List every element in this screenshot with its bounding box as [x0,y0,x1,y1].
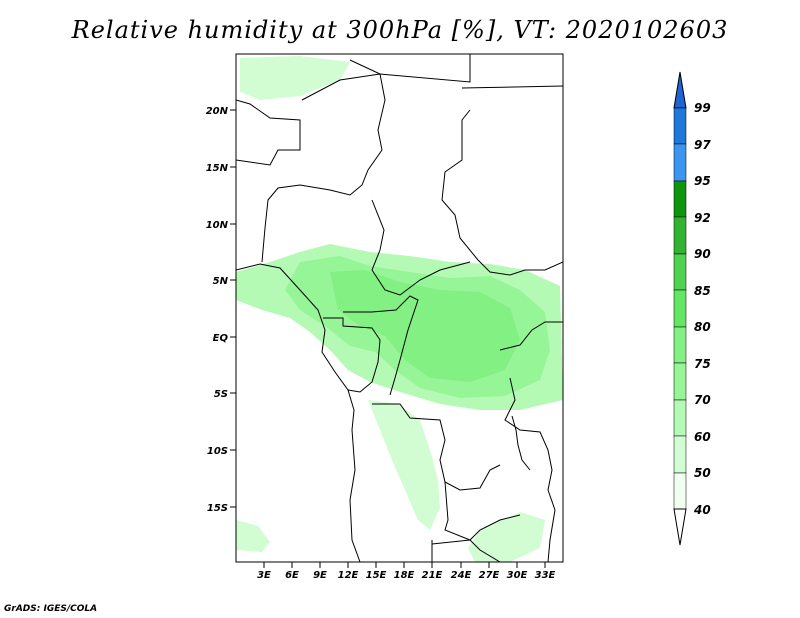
humidity-region-center [330,270,520,382]
colorbar-label: 92 [694,211,711,225]
map-title: Relative humidity at 300hPa [%], VT: 202… [71,16,729,44]
lon-label: 33E [535,570,556,581]
colorbar-label: 99 [694,101,711,115]
colorbar-segment-70-75 [673,362,687,401]
latitude-axis: 20N 15N 10N 5N EQ 5S 10S 15S [206,106,236,514]
lon-label: 3E [257,570,271,581]
lon-label: 12E [338,570,359,581]
colorbar-segment-90-92 [673,216,687,255]
lon-label: 30E [507,570,528,581]
lon-label: 9E [313,570,327,581]
lat-label: 10S [207,446,228,457]
lon-label: 21E [422,570,443,581]
lat-label: 15S [207,503,228,514]
colorbar-label: 75 [694,357,711,371]
humidity-region-southeast [468,512,545,562]
lon-tick-6e: 6E [285,562,299,581]
lon-tick-18e: 18E [394,562,415,581]
lon-tick-12e: 12E [338,562,359,581]
map-frame [235,53,564,563]
colorbar-segment-40-50 [673,472,687,510]
lon-label: 18E [394,570,415,581]
colorbar-label: 80 [694,320,711,334]
lon-tick-9e: 9E [313,562,327,581]
humidity-region-north [240,56,350,100]
lon-tick-30e: 30E [507,562,528,581]
colorbar-bottom-arrow [673,508,687,546]
colorbar: 99 97 95 92 90 85 80 75 70 60 50 40 [673,71,711,546]
colorbar-label: 40 [693,503,711,517]
lat-tick-10n: 10N [206,220,236,231]
humidity-field [236,56,563,562]
lon-tick-24e: 24E [451,562,472,581]
lat-tick-20n: 20N [206,106,236,117]
colorbar-segment-97-99 [673,107,687,145]
lat-tick-15s: 15S [207,503,236,514]
colorbar-label: 90 [694,247,711,261]
lat-tick-10s: 10S [207,446,236,457]
colorbar-segment-80-85 [673,289,687,328]
colorbar-segment-60-70 [673,399,687,437]
lon-tick-21e: 21E [422,562,443,581]
lat-tick-eq: EQ [213,333,236,344]
lat-label: 5S [214,389,228,400]
lon-label: 27E [479,570,500,581]
colorbar-label: 70 [694,393,711,407]
lat-label: 15N [206,163,229,174]
grads-credit: GrADS: IGES/COLA [4,604,98,614]
lat-label: EQ [213,333,229,344]
lat-tick-5s: 5S [214,389,236,400]
colorbar-label: 85 [694,284,711,298]
colorbar-segment-85-90 [673,253,687,291]
colorbar-segment-92-95 [673,180,687,218]
lon-tick-15e: 15E [366,562,387,581]
lat-label: 10N [206,220,229,231]
lon-label: 6E [285,570,299,581]
lat-label: 5N [213,276,229,287]
lon-label: 15E [366,570,387,581]
lon-label: 24E [451,570,472,581]
colorbar-segment-95-97 [673,143,687,182]
lon-tick-33e: 33E [535,562,556,581]
colorbar-segment-50-60 [673,435,687,474]
country-borders [236,54,563,562]
lon-tick-27e: 27E [479,562,500,581]
lat-label: 20N [206,106,229,117]
colorbar-label: 95 [694,174,711,188]
lat-tick-5n: 5N [213,276,236,287]
humidity-region-southwest [236,520,270,552]
colorbar-top-arrow [673,71,687,109]
colorbar-label: 97 [694,138,711,152]
longitude-axis: 3E 6E 9E 12E 15E 18E 21E 24E 27E 30E 33E [257,562,556,581]
humidity-region-south [368,400,440,530]
colorbar-label: 60 [694,430,711,444]
lon-tick-3e: 3E [257,562,271,581]
colorbar-segment-75-80 [673,326,687,364]
colorbar-label: 50 [694,466,711,480]
lat-tick-15n: 15N [206,163,236,174]
